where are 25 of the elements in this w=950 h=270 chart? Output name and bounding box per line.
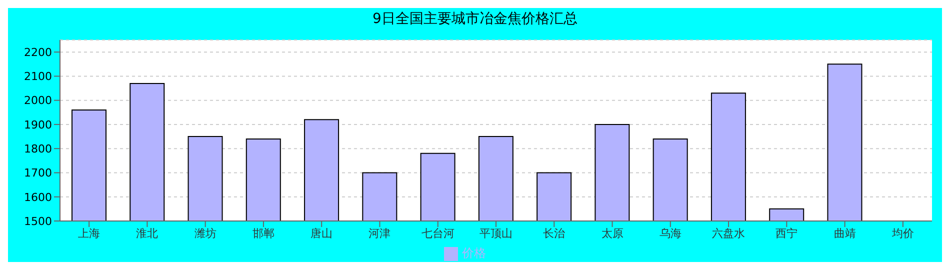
chart-title: 9日全国主要城市冶金焦价格汇总 <box>372 10 578 29</box>
legend-label: 价格 <box>462 246 486 260</box>
x-tick-label: 太原 <box>601 226 624 240</box>
y-tick-label: 1800 <box>24 142 52 156</box>
x-tick-label: 七台河 <box>421 226 454 240</box>
x-tick-label: 河津 <box>368 226 391 240</box>
x-tick-label: 六盘水 <box>712 226 746 240</box>
x-tick-label: 邯郸 <box>252 226 274 240</box>
x-tick-label: 潍坊 <box>194 226 216 240</box>
y-tick-label: 2200 <box>24 46 52 59</box>
x-tick-label: 上海 <box>78 226 100 240</box>
x-tick-label: 西宁 <box>776 226 798 240</box>
y-tick-label: 2100 <box>24 70 52 84</box>
x-tick-label: 淮北 <box>136 226 158 240</box>
y-tick-label: 2000 <box>24 94 52 108</box>
x-tick-label: 唐山 <box>310 226 333 240</box>
x-tick-label: 平顶山 <box>480 226 512 240</box>
x-tick-label: 均价 <box>890 226 914 240</box>
x-tick-label: 长治 <box>543 226 566 240</box>
y-tick-label: 1700 <box>24 166 52 180</box>
x-tick-label: 乌海 <box>659 226 682 240</box>
y-tick-label: 1900 <box>24 118 52 132</box>
x-tick-label: 曲靖 <box>834 226 856 240</box>
y-tick-label: 1600 <box>24 190 52 204</box>
y-tick-label: 1500 <box>24 214 52 228</box>
